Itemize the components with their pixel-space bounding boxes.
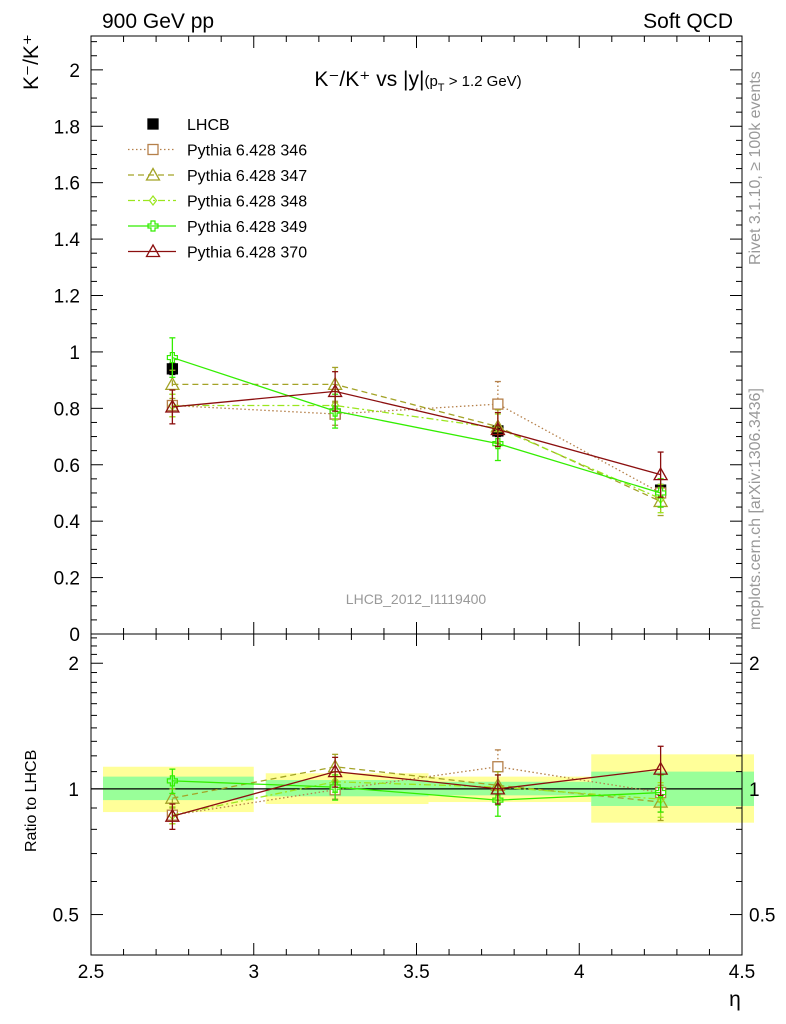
main-panel: 0 0.2 0.4 0.6 0.8 1 1.2 1.4 1.6 1.8 2	[54, 35, 743, 646]
main-y-tick-label: 0.6	[54, 456, 80, 477]
main-series-1-line	[172, 403, 661, 494]
ratio-series-4-point	[653, 761, 669, 775]
main-series-3-line	[172, 404, 661, 500]
ratio-y-tick-label-right: 1	[749, 780, 760, 801]
main-series-4-point	[166, 351, 178, 364]
ratio-y-tick-label-left: 0.5	[53, 906, 79, 927]
ratio-series-4-line	[172, 768, 661, 817]
main-y-tick-label: 1.8	[54, 117, 80, 138]
main-plot-title: K⁻/K⁺ vs |y|(pT > 1.2 GeV)	[314, 68, 521, 94]
main-y-tick-label: 1.4	[54, 230, 81, 251]
x-tick-label: 3.5	[403, 962, 429, 983]
legend-label-1: Pythia 6.428 346	[187, 143, 307, 160]
x-tick-label: 2.5	[78, 962, 104, 983]
legend-marker-5	[145, 243, 161, 258]
main-series-1-point	[492, 398, 504, 410]
rivet-version-label: Rivet 3.1.10, ≥ 100k events	[747, 71, 764, 265]
ratio-y-tick-label-right: 2	[749, 654, 760, 675]
ratio-series-3-point	[492, 794, 504, 806]
main-series-5-line	[172, 390, 661, 476]
main-series-4-point	[329, 405, 341, 417]
main-y-tick-label: 2	[69, 61, 80, 82]
legend-marker-2	[145, 167, 161, 181]
ratio-series-1-point	[164, 790, 180, 804]
main-series-5-point	[490, 421, 506, 436]
main-series-5-point	[164, 399, 180, 413]
x-tick-label: 4	[574, 962, 585, 983]
legend-marker-4	[147, 220, 159, 232]
ratio-y-tick-label-left: 1	[68, 780, 79, 801]
x-tick-label: 3	[248, 962, 259, 983]
main-series-5-point	[653, 466, 669, 481]
ratio-series-2-line	[172, 781, 661, 816]
main-y-tick-label: 0.2	[54, 569, 80, 590]
ratio-series-3-point	[655, 786, 667, 799]
main-series-5-point	[327, 383, 343, 398]
main-y-tick-label: 1.2	[54, 287, 80, 308]
ratio-series-4-point	[327, 763, 343, 778]
ratio-series-3-line	[172, 780, 661, 801]
legend-label-2: Pythia 6.428 347	[187, 168, 307, 185]
main-y-tick-label: 0.4	[54, 512, 81, 533]
main-y-tick-label: 0.8	[54, 399, 80, 420]
main-y-tick-label: 1	[69, 343, 80, 364]
ratio-panel: 0.5 0.5 1 1 2 2 2.5 3 3.5 4 4.5	[53, 633, 775, 983]
main-title-text: K⁻/K⁺ vs |y|	[314, 68, 424, 91]
legend-label-0: LHCB	[187, 117, 230, 134]
ratio-series-4-point	[490, 781, 506, 795]
main-title-cut-sub: T	[438, 82, 445, 94]
legend-marker-1	[147, 143, 159, 156]
ratio-y-tick-label-left: 2	[68, 654, 79, 675]
main-y-axis-label: K⁻/K⁺	[20, 34, 43, 90]
ratio-y-axis-label: Ratio to LHCB	[23, 750, 40, 852]
ratio-series-4-point	[164, 808, 180, 822]
source-label: mcplots.cern.ch [arXiv:1306.3436]	[747, 388, 764, 630]
x-tick-label: 4.5	[729, 962, 755, 983]
legend-label-5: Pythia 6.428 370	[187, 245, 307, 262]
legend-label-3: Pythia 6.428 348	[187, 194, 307, 211]
ratio-series-3-point	[166, 775, 178, 787]
main-series-4-point	[655, 487, 667, 499]
main-series-4-line	[172, 356, 661, 494]
main-y-tick-label: 1.6	[54, 174, 80, 195]
main-series-2-line	[172, 383, 661, 503]
analysis-tag: LHCB_2012_I1119400	[346, 591, 487, 607]
ratio-y-tick-label-right: 0.5	[749, 906, 775, 927]
main-y-tick-label: 0	[69, 625, 80, 646]
main-title-cut-rest: > 1.2 GeV)	[445, 73, 522, 90]
legend-marker-0	[147, 118, 159, 130]
x-axis-label: η	[729, 988, 741, 1011]
ratio-series-3-point	[329, 781, 341, 793]
header-right-label: Soft QCD	[643, 10, 733, 33]
ratio-series-0-point	[492, 761, 504, 773]
legend-marker-3	[148, 195, 158, 206]
header-left-label: 900 GeV pp	[102, 10, 214, 33]
main-title-cut: (p	[424, 73, 437, 90]
legend: LHCB Pythia 6.428 346 Pythia 6.428 347 Pyth…	[128, 117, 307, 262]
main-series-4-point	[492, 437, 504, 450]
legend-label-4: Pythia 6.428 349	[187, 219, 307, 236]
